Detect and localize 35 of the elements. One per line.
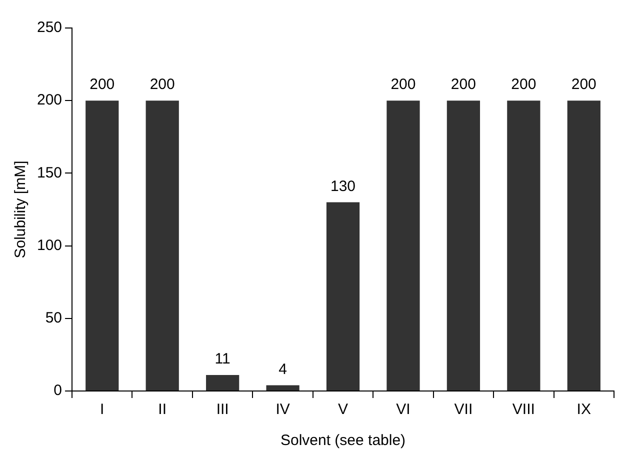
- x-tick-label: IX: [576, 401, 591, 418]
- y-tick-label: 100: [36, 236, 62, 254]
- data-label: 200: [450, 76, 476, 94]
- y-axis-title: Solubility [mM]: [12, 160, 30, 258]
- x-tick-label: IV: [276, 401, 290, 418]
- bar: [326, 202, 360, 390]
- bar: [146, 100, 179, 390]
- data-label: 200: [150, 76, 175, 94]
- x-tick-label: VII: [454, 401, 473, 418]
- bar: [266, 385, 300, 390]
- x-tick-label: VI: [396, 401, 410, 418]
- data-label: 11: [214, 350, 230, 368]
- y-tick-label: 50: [45, 310, 62, 327]
- y-tick-label: 250: [36, 19, 62, 36]
- bar: [206, 375, 240, 390]
- y-tick-label: 150: [36, 164, 62, 182]
- x-axis-title: Solvent (see table): [280, 432, 406, 450]
- bar: [386, 100, 420, 390]
- data-label: 200: [571, 76, 596, 94]
- x-tick-label: I: [100, 401, 104, 418]
- x-tick-label: II: [158, 401, 167, 418]
- data-label: 200: [90, 76, 115, 94]
- x-tick-label: III: [216, 401, 229, 418]
- data-label: 200: [511, 76, 536, 94]
- bar: [567, 100, 600, 390]
- bar: [507, 100, 540, 390]
- data-label: 4: [278, 360, 287, 378]
- x-tick-label: VIII: [512, 401, 535, 418]
- bar: [86, 100, 119, 390]
- y-tick-label: 200: [36, 92, 62, 109]
- x-tick-label: V: [338, 401, 348, 418]
- bar: [446, 100, 480, 390]
- data-label: 200: [390, 76, 416, 94]
- data-label: 130: [330, 178, 356, 195]
- y-tick-label: 0: [54, 382, 62, 400]
